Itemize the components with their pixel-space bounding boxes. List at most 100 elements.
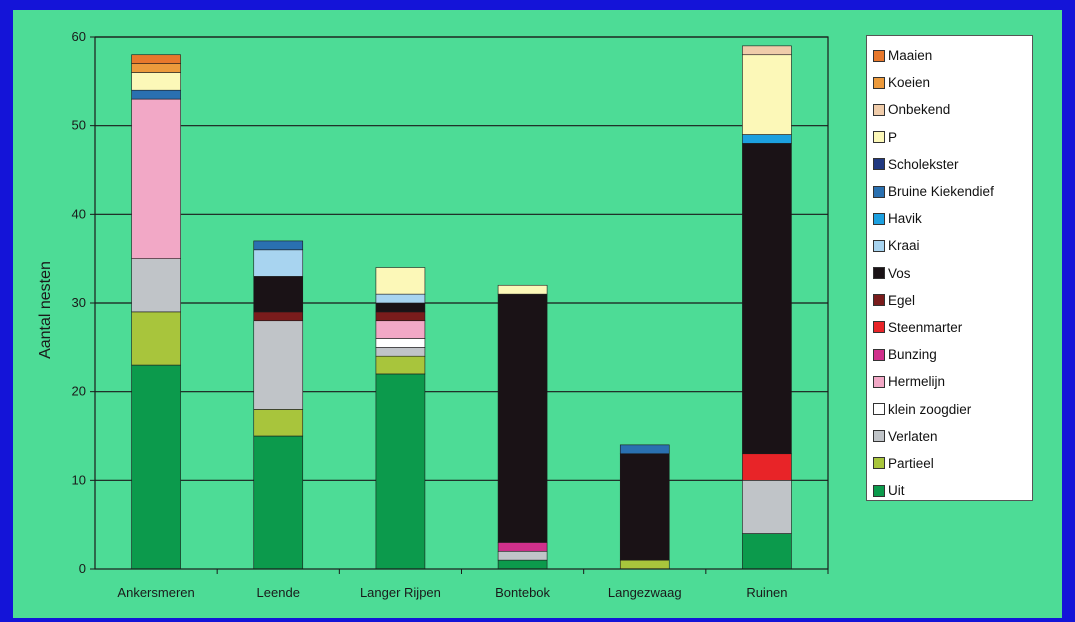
y-tick-label: 0 [79, 561, 86, 576]
legend-label: Maaien [888, 48, 933, 64]
bar-segment [497, 550, 548, 561]
y-axis-title: Aantal nesten [37, 261, 54, 359]
legend-swatch [873, 457, 885, 470]
bar-segment [375, 338, 426, 348]
legend-label: Scholekster [888, 156, 959, 172]
legend-item: Maaien [873, 42, 1032, 69]
bar-segment [253, 320, 304, 410]
bar-segment [497, 559, 548, 570]
legend-label: Partieel [888, 455, 934, 471]
bar-segment [253, 311, 304, 322]
legend-item: Bruine Kiekendief [873, 178, 1032, 205]
legend-item: P [873, 124, 1032, 151]
legend-item: Partieel [873, 450, 1032, 477]
legend-item: Kraai [873, 232, 1032, 259]
bars-group [131, 45, 792, 570]
bar-segment [253, 435, 304, 570]
bar-segment [375, 355, 426, 375]
legend-item: Steenmarter [873, 314, 1032, 341]
legend-item: klein zoogdier [873, 395, 1032, 422]
bar-segment [497, 284, 548, 295]
legend-label: Havik [888, 211, 922, 227]
legend-label: Verlaten [888, 428, 938, 444]
y-tick-labels: 0 10 20 30 40 50 60 [72, 29, 86, 576]
x-tick-label: Leende [257, 585, 300, 600]
legend-swatch [873, 484, 885, 497]
x-tick-label: Bontebok [495, 585, 550, 600]
legend-swatch [873, 158, 885, 171]
legend-label: Onbekend [888, 102, 951, 118]
bar-segment [497, 542, 548, 552]
legend-item: Uit [873, 477, 1032, 504]
bar-segment [375, 267, 426, 295]
bar-segment [375, 373, 426, 570]
bar-segment [131, 98, 181, 259]
legend-swatch [873, 321, 885, 334]
bar-segment [742, 134, 792, 144]
legend-label: Bruine Kiekendief [888, 184, 994, 200]
y-tick-label: 30 [72, 295, 86, 310]
legend-label: Kraai [888, 238, 920, 254]
legend-label: Egel [888, 292, 916, 308]
bar-segment [619, 444, 670, 455]
legend-item: Onbekend [873, 96, 1032, 123]
legend-swatch [873, 212, 885, 225]
bar-segment [131, 72, 181, 91]
legend-label: P [888, 129, 898, 145]
bar-segment [253, 276, 304, 313]
bar-segment [742, 54, 792, 135]
x-tick-label: Ankersmeren [117, 585, 194, 600]
bar-segment [131, 311, 181, 366]
chart-panel: 0 10 20 30 40 50 60 Ankersmeren Leende Langer Ri… [13, 10, 1062, 618]
bar-segment [619, 559, 670, 570]
y-tick-label: 50 [72, 118, 86, 133]
legend-swatch [873, 375, 885, 388]
x-tick-labels: Ankersmeren Leende Langer Rijpen Bontebok La… [117, 585, 787, 600]
legend-label: Vos [888, 265, 911, 281]
y-tick-label: 60 [72, 29, 86, 44]
legend-label: Hermelijn [888, 374, 946, 390]
legend-item: Koeien [873, 69, 1032, 96]
bar-segment [375, 302, 426, 313]
y-tick-label: 20 [72, 384, 86, 399]
legend-item: Havik [873, 205, 1032, 232]
bar-segment [253, 240, 304, 251]
legend-item: Vos [873, 260, 1032, 287]
x-tick-label: Langezwaag [608, 585, 682, 600]
legend-swatch [873, 267, 885, 280]
axes [90, 36, 829, 574]
legend-item: Hermelijn [873, 368, 1032, 395]
legend-swatch [873, 294, 885, 307]
legend-item: Bunzing [873, 341, 1032, 368]
bar-segment [131, 89, 181, 100]
legend-swatch [873, 49, 885, 62]
legend-swatch [873, 185, 885, 198]
legend-label: klein zoogdier [888, 401, 972, 417]
bar-segment [742, 533, 792, 570]
y-tick-label: 40 [72, 206, 86, 221]
bar-segment [375, 311, 426, 322]
bar-segment [497, 293, 548, 543]
bar-segment [742, 480, 792, 534]
x-tick-label: Ruinen [746, 585, 787, 600]
bar-segment [375, 293, 426, 304]
legend-swatch [873, 403, 885, 416]
bar-segment [253, 249, 304, 277]
stacked-bar-chart: 0 10 20 30 40 50 60 Ankersmeren Leende Langer Ri… [37, 29, 829, 600]
bar-segment [131, 63, 181, 73]
legend: Maaien Koeien Onbekend P Scholekster Bruine K… [866, 35, 1033, 501]
legend-swatch [873, 239, 885, 252]
x-tick-label: Langer Rijpen [360, 585, 441, 600]
bar-segment [375, 347, 426, 357]
legend-item: Egel [873, 287, 1032, 314]
legend-swatch [873, 131, 885, 144]
bar-segment [619, 453, 670, 561]
y-tick-label: 10 [72, 472, 86, 487]
bar-segment [131, 54, 181, 64]
bar-segment [742, 45, 792, 56]
bar-segment [742, 453, 792, 481]
bar-segment [742, 143, 792, 455]
bar-segment [131, 364, 181, 570]
legend-swatch [873, 348, 885, 361]
legend-label: Uit [888, 483, 905, 499]
